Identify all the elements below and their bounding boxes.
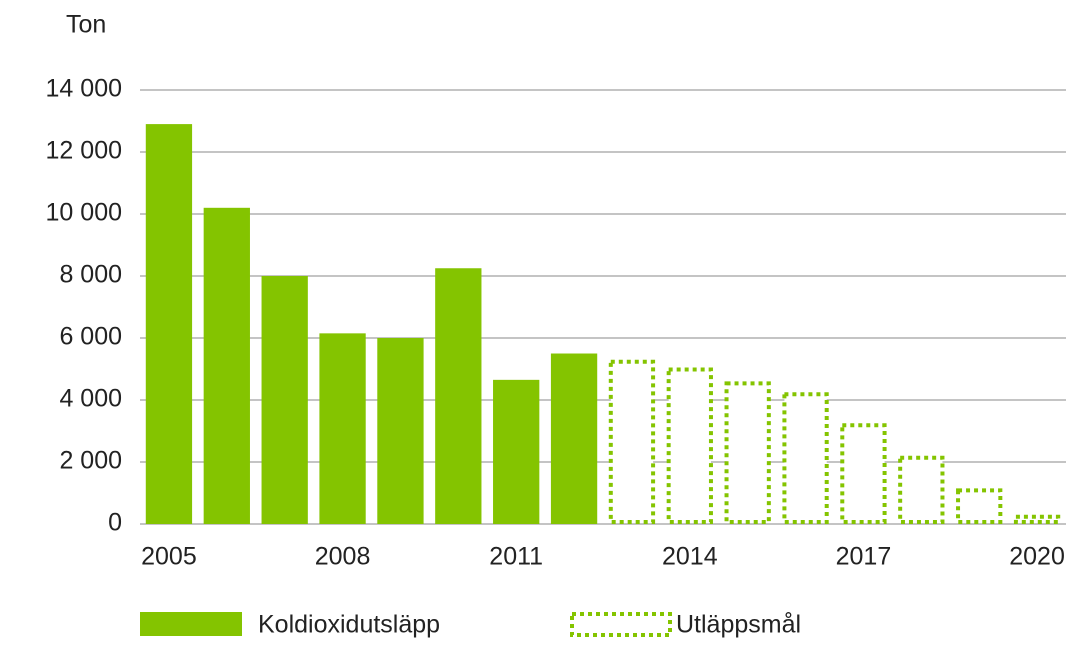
target-bar (782, 392, 829, 524)
bar (377, 338, 424, 524)
x-tick-label: 2014 (662, 543, 718, 571)
x-tick-label: 2020 (1009, 543, 1065, 571)
target-bar (898, 455, 945, 524)
target-bar (840, 423, 887, 524)
target-bar (608, 359, 656, 525)
y-tick-label: 0 (108, 509, 122, 537)
bar (435, 268, 482, 524)
legend-swatch (140, 612, 242, 636)
x-tick-label: 2005 (141, 543, 197, 571)
legend-swatch (570, 612, 672, 637)
bar (319, 333, 366, 524)
y-tick-label: 8 000 (59, 261, 122, 289)
bar (261, 276, 308, 524)
x-tick-label: 2017 (836, 543, 892, 571)
legend-label: Utläppsmål (676, 611, 801, 639)
legend-label: Koldioxidutsläpp (258, 611, 440, 639)
bar (550, 353, 598, 524)
target-bar (666, 367, 713, 525)
y-tick-label: 4 000 (59, 385, 122, 413)
bar (493, 379, 540, 524)
target-bar (956, 488, 1003, 525)
target-bar (1013, 514, 1061, 525)
x-tick-label: 2011 (489, 543, 543, 571)
y-tick-label: 12 000 (46, 137, 122, 165)
y-axis-label: Ton (66, 11, 106, 39)
bar (145, 124, 193, 524)
x-tick-label: 2008 (315, 543, 371, 571)
y-tick-label: 14 000 (46, 75, 122, 103)
target-bar (724, 381, 771, 524)
bar (203, 207, 250, 525)
y-tick-label: 10 000 (46, 199, 122, 227)
y-tick-label: 6 000 (59, 323, 122, 351)
y-tick-label: 2 000 (59, 447, 122, 475)
